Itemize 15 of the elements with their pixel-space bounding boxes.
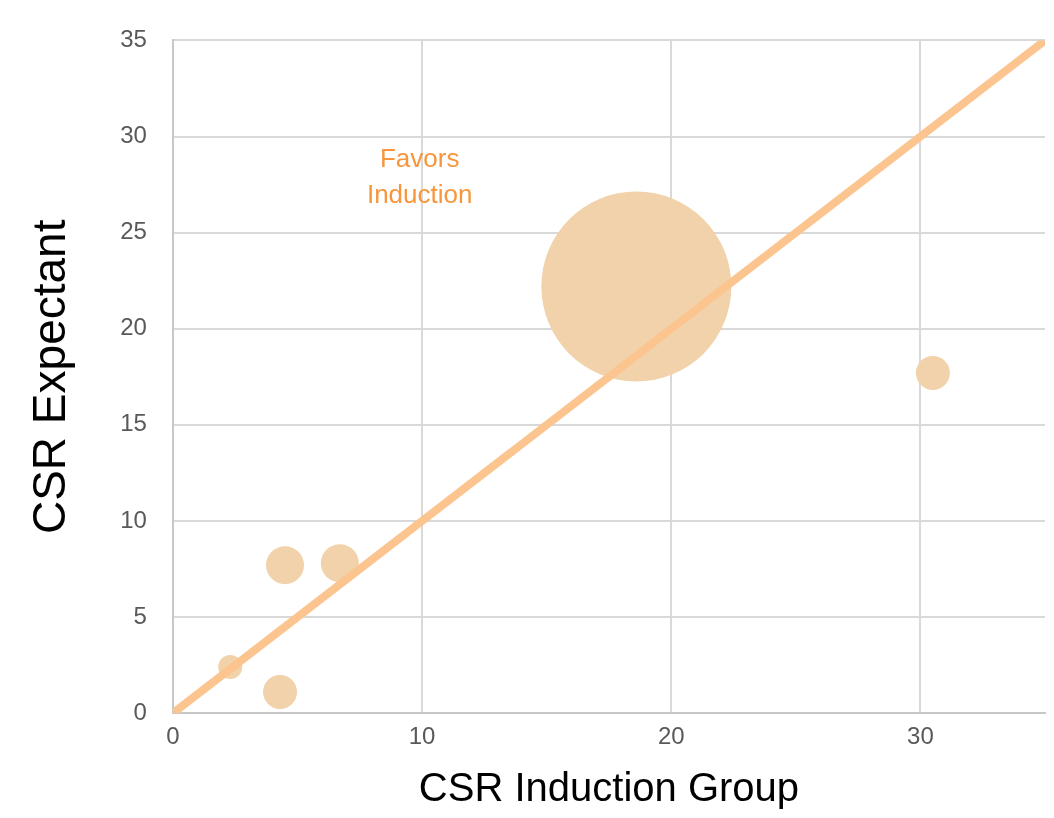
x-tick-label: 0 xyxy=(166,722,180,750)
y-tick-label: 20 xyxy=(120,313,147,341)
x-axis-title: CSR Induction Group xyxy=(418,765,800,810)
y-tick-label: 5 xyxy=(133,601,147,629)
y-axis-title: CSR Expectant xyxy=(23,219,76,535)
x-tick-label: 10 xyxy=(408,722,436,750)
x-tick-label: 30 xyxy=(907,722,934,750)
y-tick-label: 35 xyxy=(120,25,147,53)
y-tick-label: 0 xyxy=(133,697,147,725)
y-tick-label: 10 xyxy=(120,505,147,533)
y-tick-label: 15 xyxy=(120,409,147,437)
annotation: Favors Induction xyxy=(366,142,473,209)
y-tick-label: 25 xyxy=(120,217,147,245)
x-tick-label: 20 xyxy=(657,722,685,750)
y-tick-label: 30 xyxy=(120,121,147,149)
